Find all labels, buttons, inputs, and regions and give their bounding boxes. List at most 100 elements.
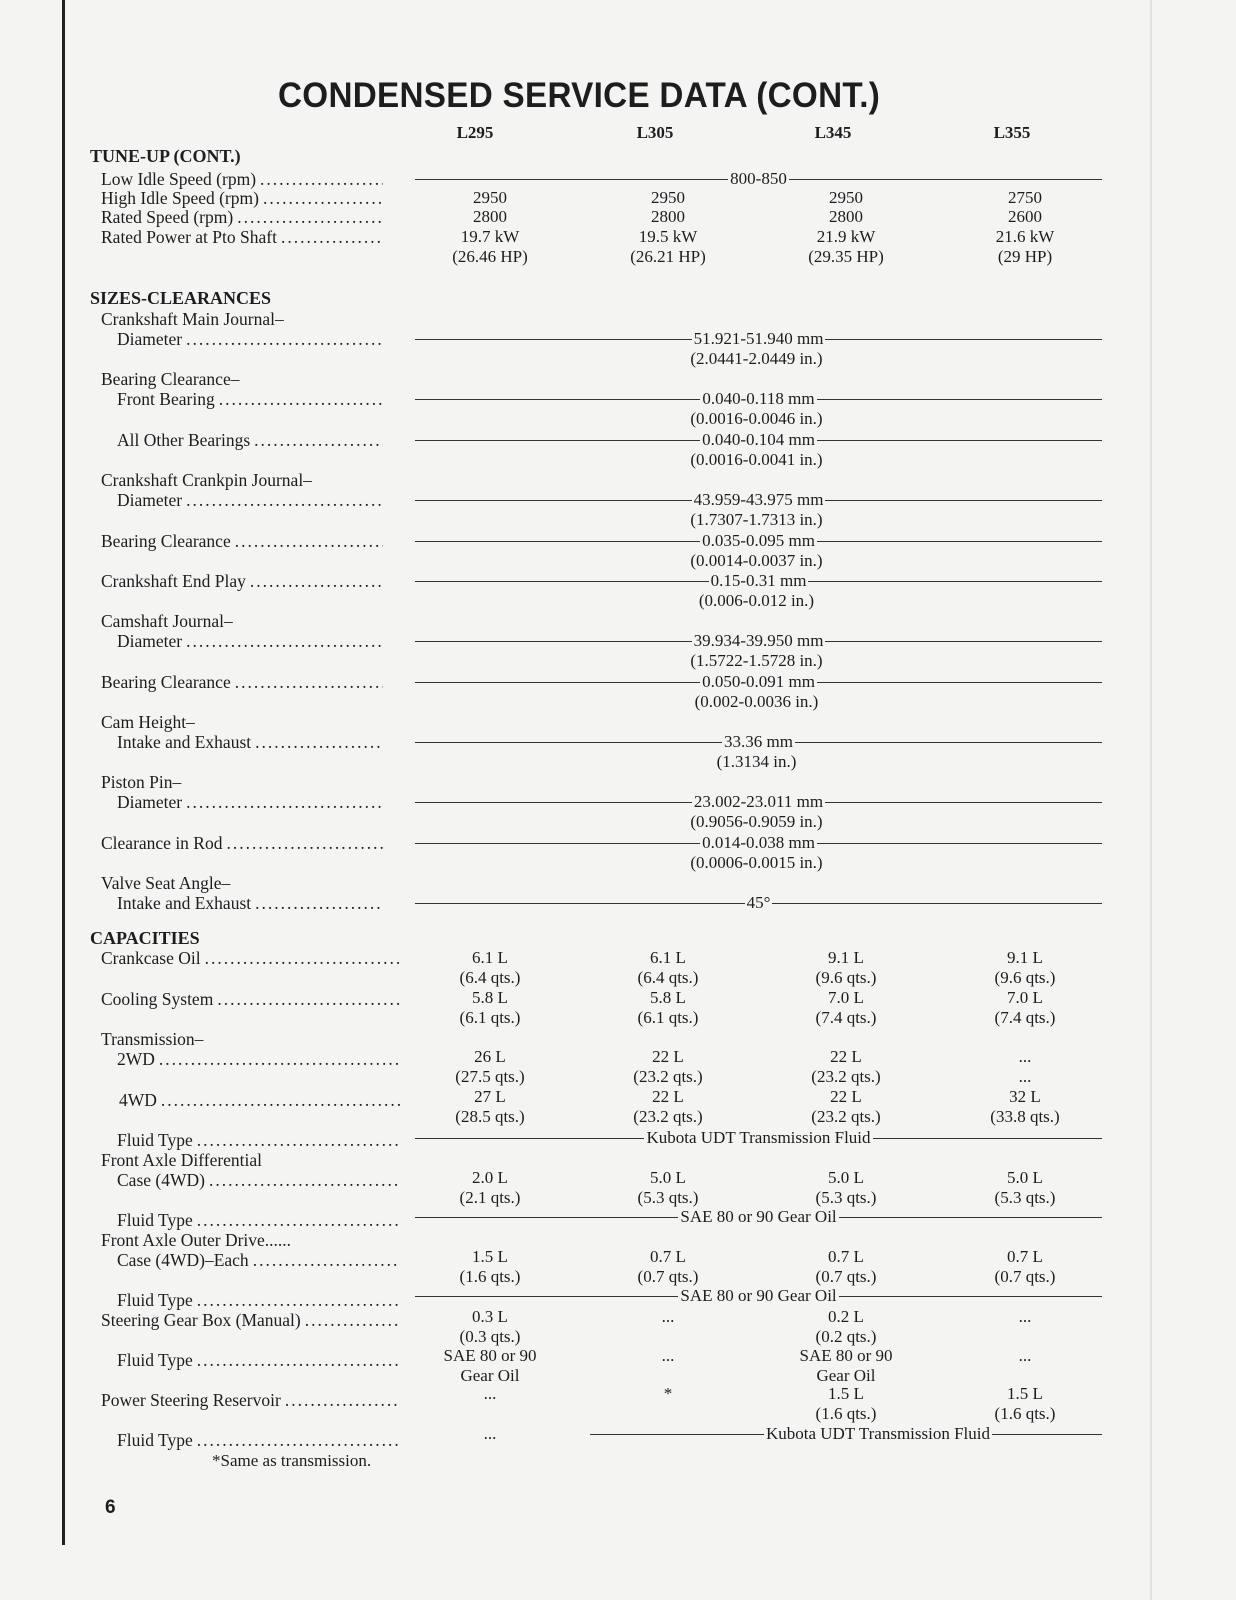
all-models-value: 23.002-23.011 mm	[415, 792, 1103, 812]
footnote: *Same as transmission.	[212, 1451, 372, 1470]
span-value-secondary: (1.3134 in.)	[716, 752, 797, 771]
dot-leader	[197, 1130, 400, 1150]
row-label: Piston Pin–	[101, 772, 383, 792]
span-rule-left	[415, 681, 701, 683]
row-label: 4WD	[119, 1090, 400, 1110]
span-value-text: Kubota UDT Transmission Fluid	[765, 1424, 990, 1443]
row-label: Front Axle Outer Drive......	[101, 1230, 400, 1250]
row-label: Crankshaft Main Journal–	[101, 309, 383, 329]
dot-leader	[281, 227, 383, 247]
cell-value: 6.1 L	[650, 948, 686, 967]
span-rule-left	[590, 1433, 764, 1435]
span-value-secondary: (0.0006-0.0015 in.)	[690, 853, 823, 872]
row-label-text: Power Steering Reservoir	[101, 1390, 281, 1410]
all-models-value: 33.36 mm	[415, 732, 1103, 752]
cell-value: (6.4 qts.)	[637, 968, 699, 987]
row-label: High Idle Speed (rpm)	[101, 188, 383, 208]
row-label-text: Transmission–	[101, 1029, 204, 1049]
span-value-text: 0.050-0.091 mm	[702, 672, 815, 691]
row-label-text: Crankshaft End Play	[101, 571, 246, 591]
span-value-text: 0.014-0.038 mm	[702, 833, 815, 852]
span-rule-right	[816, 842, 1103, 844]
span-value-text: 0.040-0.104 mm	[702, 430, 815, 449]
dot-leader	[186, 631, 383, 651]
span-rule-right	[825, 499, 1103, 501]
cell-value: 2.0 L	[472, 1168, 508, 1187]
cell-value: 2950	[651, 188, 685, 207]
section-heading: CAPACITIES	[90, 928, 200, 948]
dot-leader	[263, 188, 383, 208]
span-value-secondary: (0.0014-0.0037 in.)	[690, 551, 823, 570]
page-binding-edge	[62, 0, 65, 1545]
cell-value: ...	[483, 1384, 497, 1403]
row-label-text: Bearing Clearance	[101, 672, 231, 692]
span-value-text: SAE 80 or 90 Gear Oil	[680, 1286, 837, 1305]
row-label-text: Intake and Exhaust	[117, 732, 252, 752]
cell-value: 2950	[829, 188, 863, 207]
dot-leader	[209, 1170, 400, 1190]
row-label: Low Idle Speed (rpm)	[101, 169, 383, 189]
row-label-text: Bearing Clearance	[101, 531, 231, 551]
span-value-text: 33.36 mm	[724, 732, 793, 751]
cell-value: ...	[1018, 1047, 1032, 1066]
cell-value: (1.6 qts.)	[994, 1404, 1056, 1423]
span-rule-left	[415, 540, 701, 542]
dot-leader	[250, 571, 383, 591]
row-label-text: Camshaft Journal–	[101, 611, 233, 631]
column-header-l345: L345	[814, 123, 852, 142]
cell-value: (26.21 HP)	[630, 247, 706, 266]
cell-value: 5.0 L	[828, 1168, 864, 1187]
cell-value: Gear Oil	[816, 1366, 876, 1385]
span-value-text: 800-850	[730, 169, 787, 188]
span-rule-left	[415, 398, 701, 400]
span-value-text: 43.959-43.975 mm	[693, 490, 824, 509]
row-label-text: Clearance in Rod	[101, 833, 223, 853]
span-value-secondary: (0.002-0.0036 in.)	[694, 692, 819, 711]
row-label-text: Low Idle Speed (rpm)	[101, 169, 257, 189]
cell-value: (23.2 qts.)	[811, 1107, 881, 1126]
page-title: CONDENSED SERVICE DATA (CONT.)	[278, 76, 881, 115]
cell-value: 5.8 L	[650, 988, 686, 1007]
cell-value: (5.3 qts.)	[815, 1188, 877, 1207]
cell-value: (23.2 qts.)	[633, 1107, 703, 1126]
row-label-text: Rated Power at Pto Shaft	[101, 227, 277, 247]
span-value-secondary: (0.9056-0.9059 in.)	[690, 812, 823, 831]
cell-value: 0.7 L	[1007, 1247, 1043, 1266]
span-rule-left	[415, 741, 723, 743]
row-label: Rated Speed (rpm)	[101, 207, 383, 227]
dot-leader	[197, 1350, 400, 1370]
cell-value: (5.3 qts.)	[637, 1188, 699, 1207]
dot-leader	[205, 948, 400, 968]
row-label-text: Crankcase Oil	[101, 948, 201, 968]
row-label-text: Valve Seat Angle–	[101, 873, 231, 893]
cell-value: (0.7 qts.)	[815, 1267, 877, 1286]
span-value-text: 0.035-0.095 mm	[702, 531, 815, 550]
dot-leader	[186, 792, 383, 812]
span-rule-right	[992, 1433, 1102, 1435]
row-label-text: Fluid Type	[117, 1290, 193, 1310]
cell-value: 19.5 kW	[638, 227, 698, 246]
span-rule-left	[415, 1295, 679, 1297]
cell-value: SAE 80 or 90	[799, 1346, 893, 1365]
dot-leader	[260, 169, 383, 189]
span-rule-left	[415, 178, 729, 180]
dot-leader	[186, 490, 383, 510]
cell-value: ...	[483, 1424, 497, 1443]
row-label: Bearing Clearance	[101, 672, 383, 692]
row-label-text: 2WD	[117, 1049, 155, 1069]
cell-value: (0.3 qts.)	[459, 1327, 521, 1346]
row-label: Case (4WD)	[117, 1170, 400, 1190]
row-label-text: Front Bearing	[117, 389, 215, 409]
cell-value: 22 L	[652, 1047, 684, 1066]
row-label-text: Diameter	[117, 490, 183, 510]
cell-value: (2.1 qts.)	[459, 1188, 521, 1207]
span-rule-right	[816, 398, 1103, 400]
row-label-text: Intake and Exhaust	[117, 893, 252, 913]
span-rule-left	[415, 439, 701, 441]
row-label-text: Diameter	[117, 329, 183, 349]
span-rule-right	[838, 1216, 1102, 1218]
row-label-text: Diameter	[117, 792, 183, 812]
row-label: Clearance in Rod	[101, 833, 383, 853]
row-label: Front Axle Differential	[101, 1150, 400, 1170]
span-value-secondary: (1.7307-1.7313 in.)	[690, 510, 823, 529]
